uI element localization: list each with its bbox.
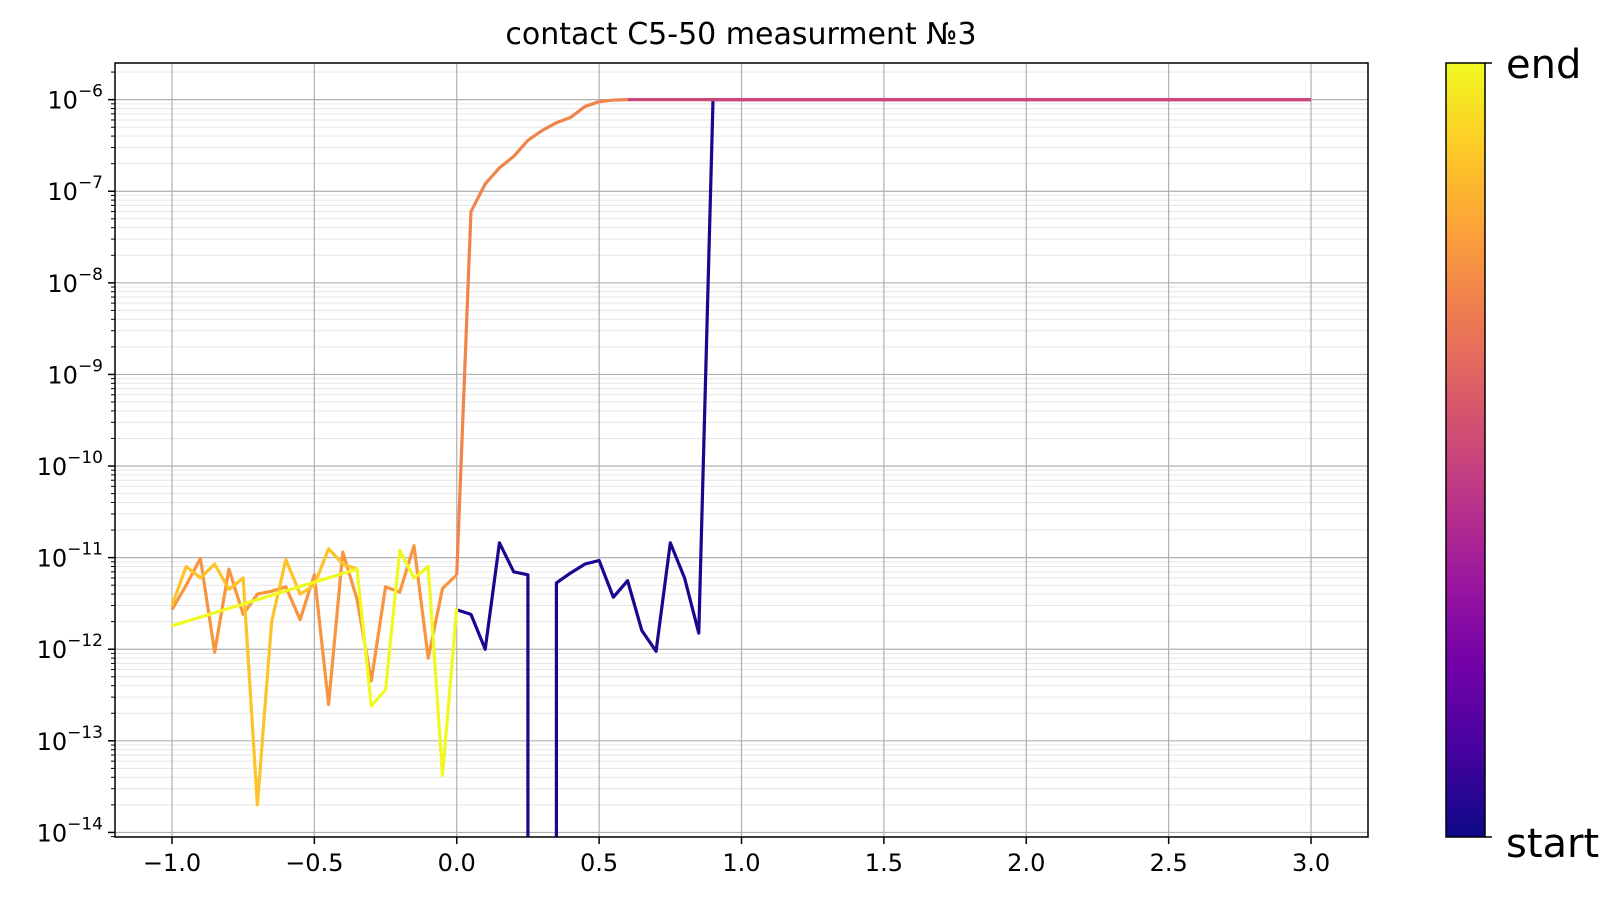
series-layer	[170, 98, 1312, 837]
colorbar-label-end: end	[1506, 42, 1581, 88]
colorbar-label-start: start	[1506, 821, 1599, 867]
y-tick-label: 10−6	[47, 82, 103, 115]
y-tick-label: 10−13	[37, 723, 103, 756]
y-tick-label: 10−12	[37, 631, 103, 664]
series-line-6	[170, 547, 358, 807]
x-tick-label: −0.5	[285, 849, 343, 877]
x-tick-label: 0.5	[580, 849, 618, 877]
series-line-7	[171, 548, 459, 777]
x-tick-label: 1.0	[722, 849, 760, 877]
y-tick-label: 10−14	[37, 814, 103, 847]
chart-title: contact C5-50 measurment №3	[505, 17, 976, 52]
y-tick-label: 10−7	[47, 173, 103, 206]
major-grid	[115, 63, 1368, 837]
y-tick-label: 10−11	[37, 540, 103, 573]
series-line-4	[455, 98, 628, 575]
x-axis: −1.0 −0.5 0.0 0.5 1.0 1.5 2.0 2.5 3.0	[143, 837, 1330, 877]
y-tick-label: 10−8	[47, 265, 103, 298]
y-tick-label: 10−10	[37, 448, 103, 481]
x-tick-label: 2.0	[1007, 849, 1045, 877]
x-tick-label: 1.5	[865, 849, 903, 877]
y-tick-label: 10−9	[47, 356, 103, 389]
series-line-1	[456, 99, 715, 837]
y-axis: 10−6 10−7 10−8 10−9 10−10 10−11 10−12 10−13 10−1…	[37, 71, 115, 847]
x-tick-label: 0.0	[438, 849, 476, 877]
x-tick-label: 3.0	[1292, 849, 1330, 877]
x-tick-label: 2.5	[1150, 849, 1188, 877]
series-line-5	[170, 544, 458, 706]
x-tick-label: −1.0	[143, 849, 201, 877]
colorbar	[1445, 62, 1486, 838]
